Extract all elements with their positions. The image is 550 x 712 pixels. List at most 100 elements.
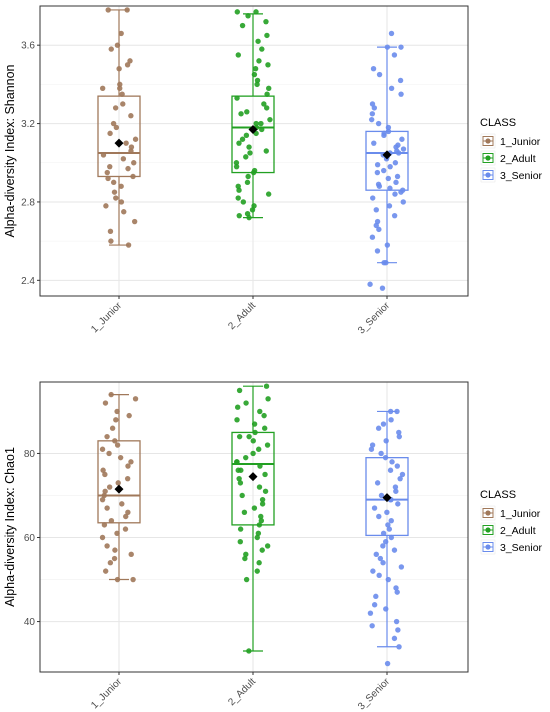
box (97, 95, 141, 178)
data-point (261, 101, 267, 107)
legend-key-point (485, 527, 491, 533)
data-point (111, 189, 118, 195)
data-point (114, 442, 121, 448)
data-point (246, 214, 252, 221)
data-point (246, 648, 252, 654)
legend-key-point (485, 544, 491, 550)
data-point (126, 412, 132, 419)
data-point (239, 492, 245, 499)
data-point (376, 71, 383, 78)
x-tick-label: 3_Senior (356, 300, 393, 337)
data-point (395, 150, 402, 156)
mean-marker (114, 484, 124, 494)
data-point (246, 144, 252, 150)
y-axis-label: Alpha-diversity Index: Shannon (3, 64, 17, 237)
legend-key-3_Senior: 3_Senior (480, 539, 543, 555)
data-point (387, 163, 393, 170)
data-point (109, 425, 116, 431)
data-point (128, 459, 134, 465)
data-point (234, 459, 240, 465)
data-point (391, 52, 398, 58)
data-point (255, 530, 262, 537)
data-point (100, 467, 106, 473)
data-point (375, 120, 382, 127)
data-point (399, 136, 405, 142)
chao1-panel: 40 60 80 1_Junior 2_Adult 3_Senior Alpha-diver… (3, 381, 543, 712)
mean-marker (248, 124, 258, 134)
data-point (121, 209, 127, 215)
legend-title: CLASS (480, 117, 516, 129)
data-point (377, 555, 384, 562)
data-point (259, 126, 265, 133)
data-point (263, 18, 269, 25)
data-point (266, 85, 272, 91)
data-point (375, 425, 382, 431)
data-point (243, 132, 250, 139)
data-point (252, 429, 258, 436)
data-point (370, 195, 376, 201)
data-point (391, 547, 398, 553)
data-point (238, 111, 244, 117)
data-point (264, 32, 270, 39)
data-point (128, 551, 134, 558)
data-point (381, 259, 387, 266)
data-point (113, 417, 119, 423)
data-point (110, 120, 117, 127)
data-point (380, 421, 387, 427)
legend-key-2_Adult: 2_Adult (480, 150, 536, 166)
data-point (236, 433, 243, 440)
data-point (388, 417, 394, 423)
shannon-panel: 2.4 2.8 3.2 3.6 1_Junior 2_Adult 3_Senior Alpha… (3, 5, 543, 337)
data-point (123, 140, 129, 146)
data-point (263, 148, 269, 154)
data-point (250, 438, 256, 444)
data-point (256, 560, 262, 566)
data-point (234, 404, 241, 410)
series-3_Senior (365, 30, 409, 291)
data-point (385, 175, 392, 182)
data-point (388, 534, 395, 541)
data-point (243, 551, 249, 558)
data-point (99, 85, 106, 91)
data-point (120, 156, 127, 162)
legend-label: 2_Adult (500, 525, 536, 537)
data-point (124, 475, 131, 482)
data-point (262, 471, 268, 478)
data-point (132, 136, 139, 142)
data-point (253, 120, 259, 127)
data-point (256, 484, 263, 490)
data-point (99, 496, 106, 503)
panel-border (39, 381, 469, 673)
data-point (385, 522, 391, 528)
data-point (241, 509, 248, 515)
legend-key-2_Adult: 2_Adult (480, 522, 536, 538)
data-point (263, 383, 270, 389)
data-point (127, 58, 133, 64)
data-point (381, 167, 387, 174)
data-point (371, 505, 378, 511)
data-point (388, 30, 395, 37)
data-point (397, 77, 404, 84)
data-point (243, 400, 249, 406)
x-tick-label: 2_Adult (226, 676, 258, 708)
data-point (107, 163, 113, 170)
data-point (233, 163, 240, 170)
data-point (374, 248, 381, 254)
data-point (253, 9, 259, 15)
data-point (236, 387, 243, 394)
data-point (393, 585, 399, 591)
data-point (398, 564, 405, 570)
data-point (400, 199, 406, 205)
data-point (105, 7, 111, 13)
data-point (237, 539, 243, 545)
data-point (239, 22, 246, 29)
data-point (394, 408, 400, 415)
data-point (264, 442, 271, 448)
y-tick-label: 80 (24, 449, 36, 460)
series-1_Junior (97, 391, 141, 583)
data-point (99, 534, 106, 541)
data-point (259, 496, 266, 503)
data-point (236, 140, 242, 146)
data-point (117, 454, 124, 461)
data-point (125, 242, 132, 248)
